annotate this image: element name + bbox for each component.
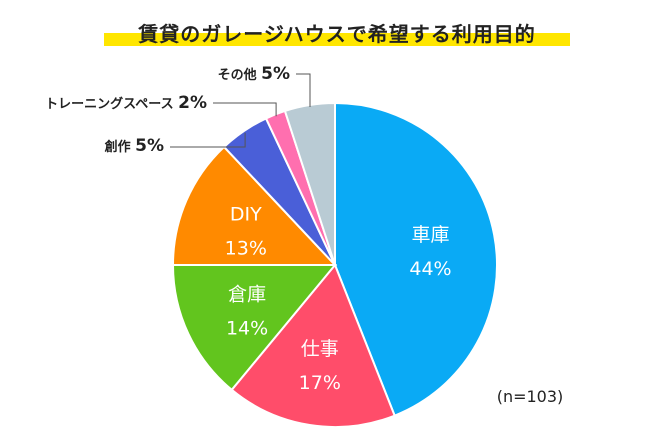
pie-slice-2 (230, 263, 396, 428)
slice-value-1: 44% (409, 258, 451, 280)
pie-slice-4 (171, 145, 338, 266)
slice-value-6: 2% (178, 93, 207, 113)
leader-lines (170, 73, 311, 148)
pie-slice-1 (334, 101, 498, 417)
slice-value-4: 13% (225, 237, 267, 259)
slice-value-5: 5% (135, 136, 164, 156)
slice-labels: 車庫 44% 仕事 17% 倉庫 14% DIY 13% 創作 5% トレーニングスペース 2% そ… (45, 64, 451, 394)
leader-line-5 (170, 132, 246, 148)
slice-label-4: DIY (230, 203, 262, 225)
slice-value-7: 5% (261, 64, 290, 84)
title-highlight (104, 33, 570, 46)
slice-value-3: 14% (226, 317, 268, 339)
sample-size-note: (n=103) (497, 387, 564, 406)
slice-label-1: 車庫 (411, 224, 449, 246)
slice-value-2: 17% (299, 372, 341, 394)
slice-label-6: トレーニングスペース 2% (45, 93, 207, 113)
slice-label-3: 倉庫 (228, 283, 266, 305)
slice-label-2: 仕事 (301, 338, 339, 360)
leader-line-6 (213, 102, 277, 117)
pie-slice-3 (171, 264, 338, 392)
chart-title: 賃貸のガレージハウスで希望する利用目的 (137, 22, 535, 46)
slice-label-5: 創作 5% (104, 136, 164, 156)
leader-line-7 (296, 73, 311, 107)
pie-slices (171, 101, 498, 428)
slice-label-7: その他 5% (218, 64, 290, 84)
